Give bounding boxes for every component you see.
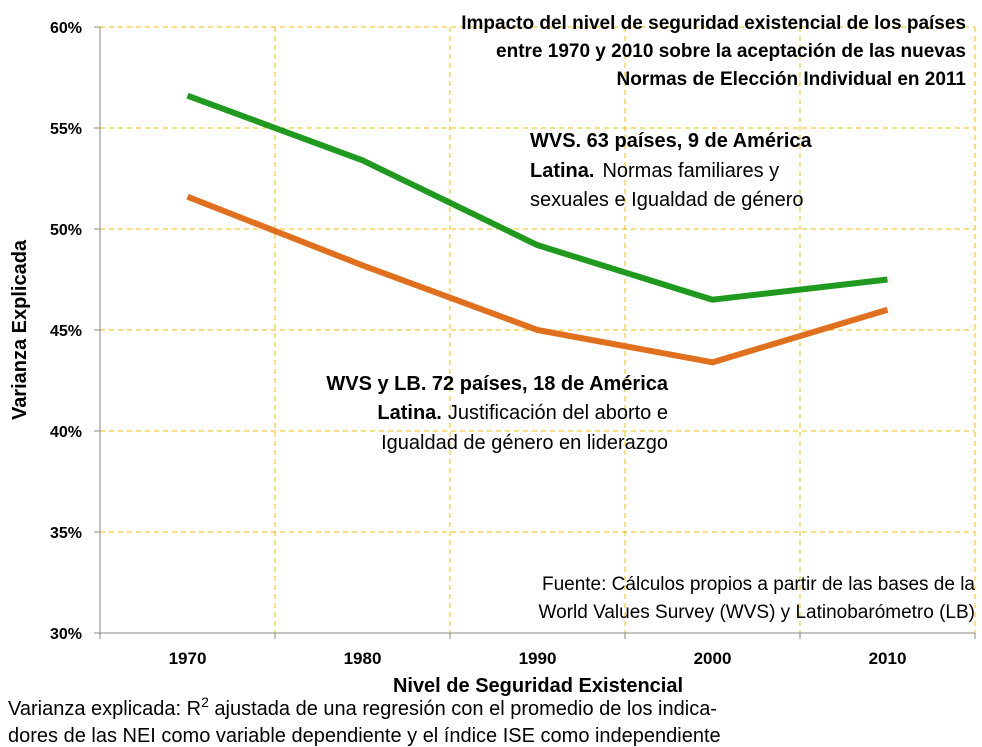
- series-line: [186, 92, 888, 303]
- annotation-line: sexuales e Igualdad de género: [530, 189, 804, 211]
- footnote-sup: 2: [201, 694, 209, 710]
- annotation-text: Igualdad de género en liderazgo: [381, 432, 668, 454]
- annotation-line: Latina. Normas familiares y: [530, 160, 779, 182]
- x-tick-label: 2010: [869, 649, 907, 668]
- x-axis-label: Nivel de Seguridad Existencial: [393, 675, 683, 697]
- y-tick-label: 60%: [50, 20, 82, 37]
- footnote: Varianza explicada: R2 ajustada de una r…: [8, 694, 721, 747]
- lines: [186, 92, 889, 366]
- footnote-text: Varianza explicada: R: [8, 698, 201, 720]
- y-tick-label: 50%: [50, 222, 82, 239]
- x-tick-label: 1970: [169, 649, 207, 668]
- annotation-line: Igualdad de género en liderazgo: [381, 432, 668, 454]
- x-tick-label: 1980: [344, 649, 382, 668]
- title-line: Normas de Elección Individual en 2011: [616, 69, 966, 90]
- annotation-text: Latina.: [530, 160, 594, 182]
- title-line: Impacto del nivel de seguridad existenci…: [461, 13, 966, 34]
- annotation-line: WVS. 63 países, 9 de América: [530, 130, 812, 152]
- grid: 30% 35% 40% 45% 50% 55% 60% 1970 1980 1990 2000 201…: [50, 20, 976, 668]
- annotation-line: Latina. Justificación del aborto e: [377, 402, 668, 424]
- annotation-text: WVS y LB. 72 países, 18 de América: [326, 373, 669, 395]
- footnote-line: dores de las NEI como variable dependien…: [8, 725, 721, 747]
- source: Fuente: Cálculos propios a partir de las…: [539, 574, 976, 623]
- footnote-text: ajustada de una regresión con el promedi…: [209, 698, 717, 720]
- y-tick-label: 40%: [50, 424, 82, 441]
- x-tick-label: 2000: [694, 649, 732, 668]
- annotation: WVS y LB. 72 países, 18 de América Latin…: [326, 373, 669, 454]
- annotation: WVS. 63 países, 9 de América Latina. Norm…: [530, 130, 812, 211]
- annotation-text: Justificación del aborto e: [448, 402, 668, 424]
- annotation-text: sexuales e Igualdad de género: [530, 189, 804, 211]
- annotation-line: WVS y LB. 72 países, 18 de América: [326, 373, 669, 395]
- footnote-line: Varianza explicada: R2 ajustada de una r…: [8, 694, 717, 720]
- y-tick-label: 45%: [50, 323, 82, 340]
- footnote-text: dores de las NEI como variable dependien…: [8, 725, 721, 747]
- title-line: entre 1970 y 2010 sobre la aceptación de…: [496, 41, 966, 62]
- annotation-text: WVS. 63 países, 9 de América: [530, 130, 812, 152]
- annotation-text: Normas familiares y: [602, 160, 779, 182]
- source-line: Fuente: Cálculos propios a partir de las…: [542, 574, 975, 595]
- source-line: World Values Survey (WVS) y Latinobaróme…: [539, 602, 975, 623]
- annotation-text: Latina.: [377, 402, 441, 424]
- y-axis-label: Varianza Explicada: [9, 239, 31, 420]
- series-line: [186, 193, 889, 366]
- title: Impacto del nivel de seguridad existenci…: [461, 13, 966, 90]
- y-tick-label: 30%: [50, 626, 82, 643]
- x-tick-label: 1990: [519, 649, 557, 668]
- y-tick-label: 35%: [50, 525, 82, 542]
- y-tick-label: 55%: [50, 121, 82, 138]
